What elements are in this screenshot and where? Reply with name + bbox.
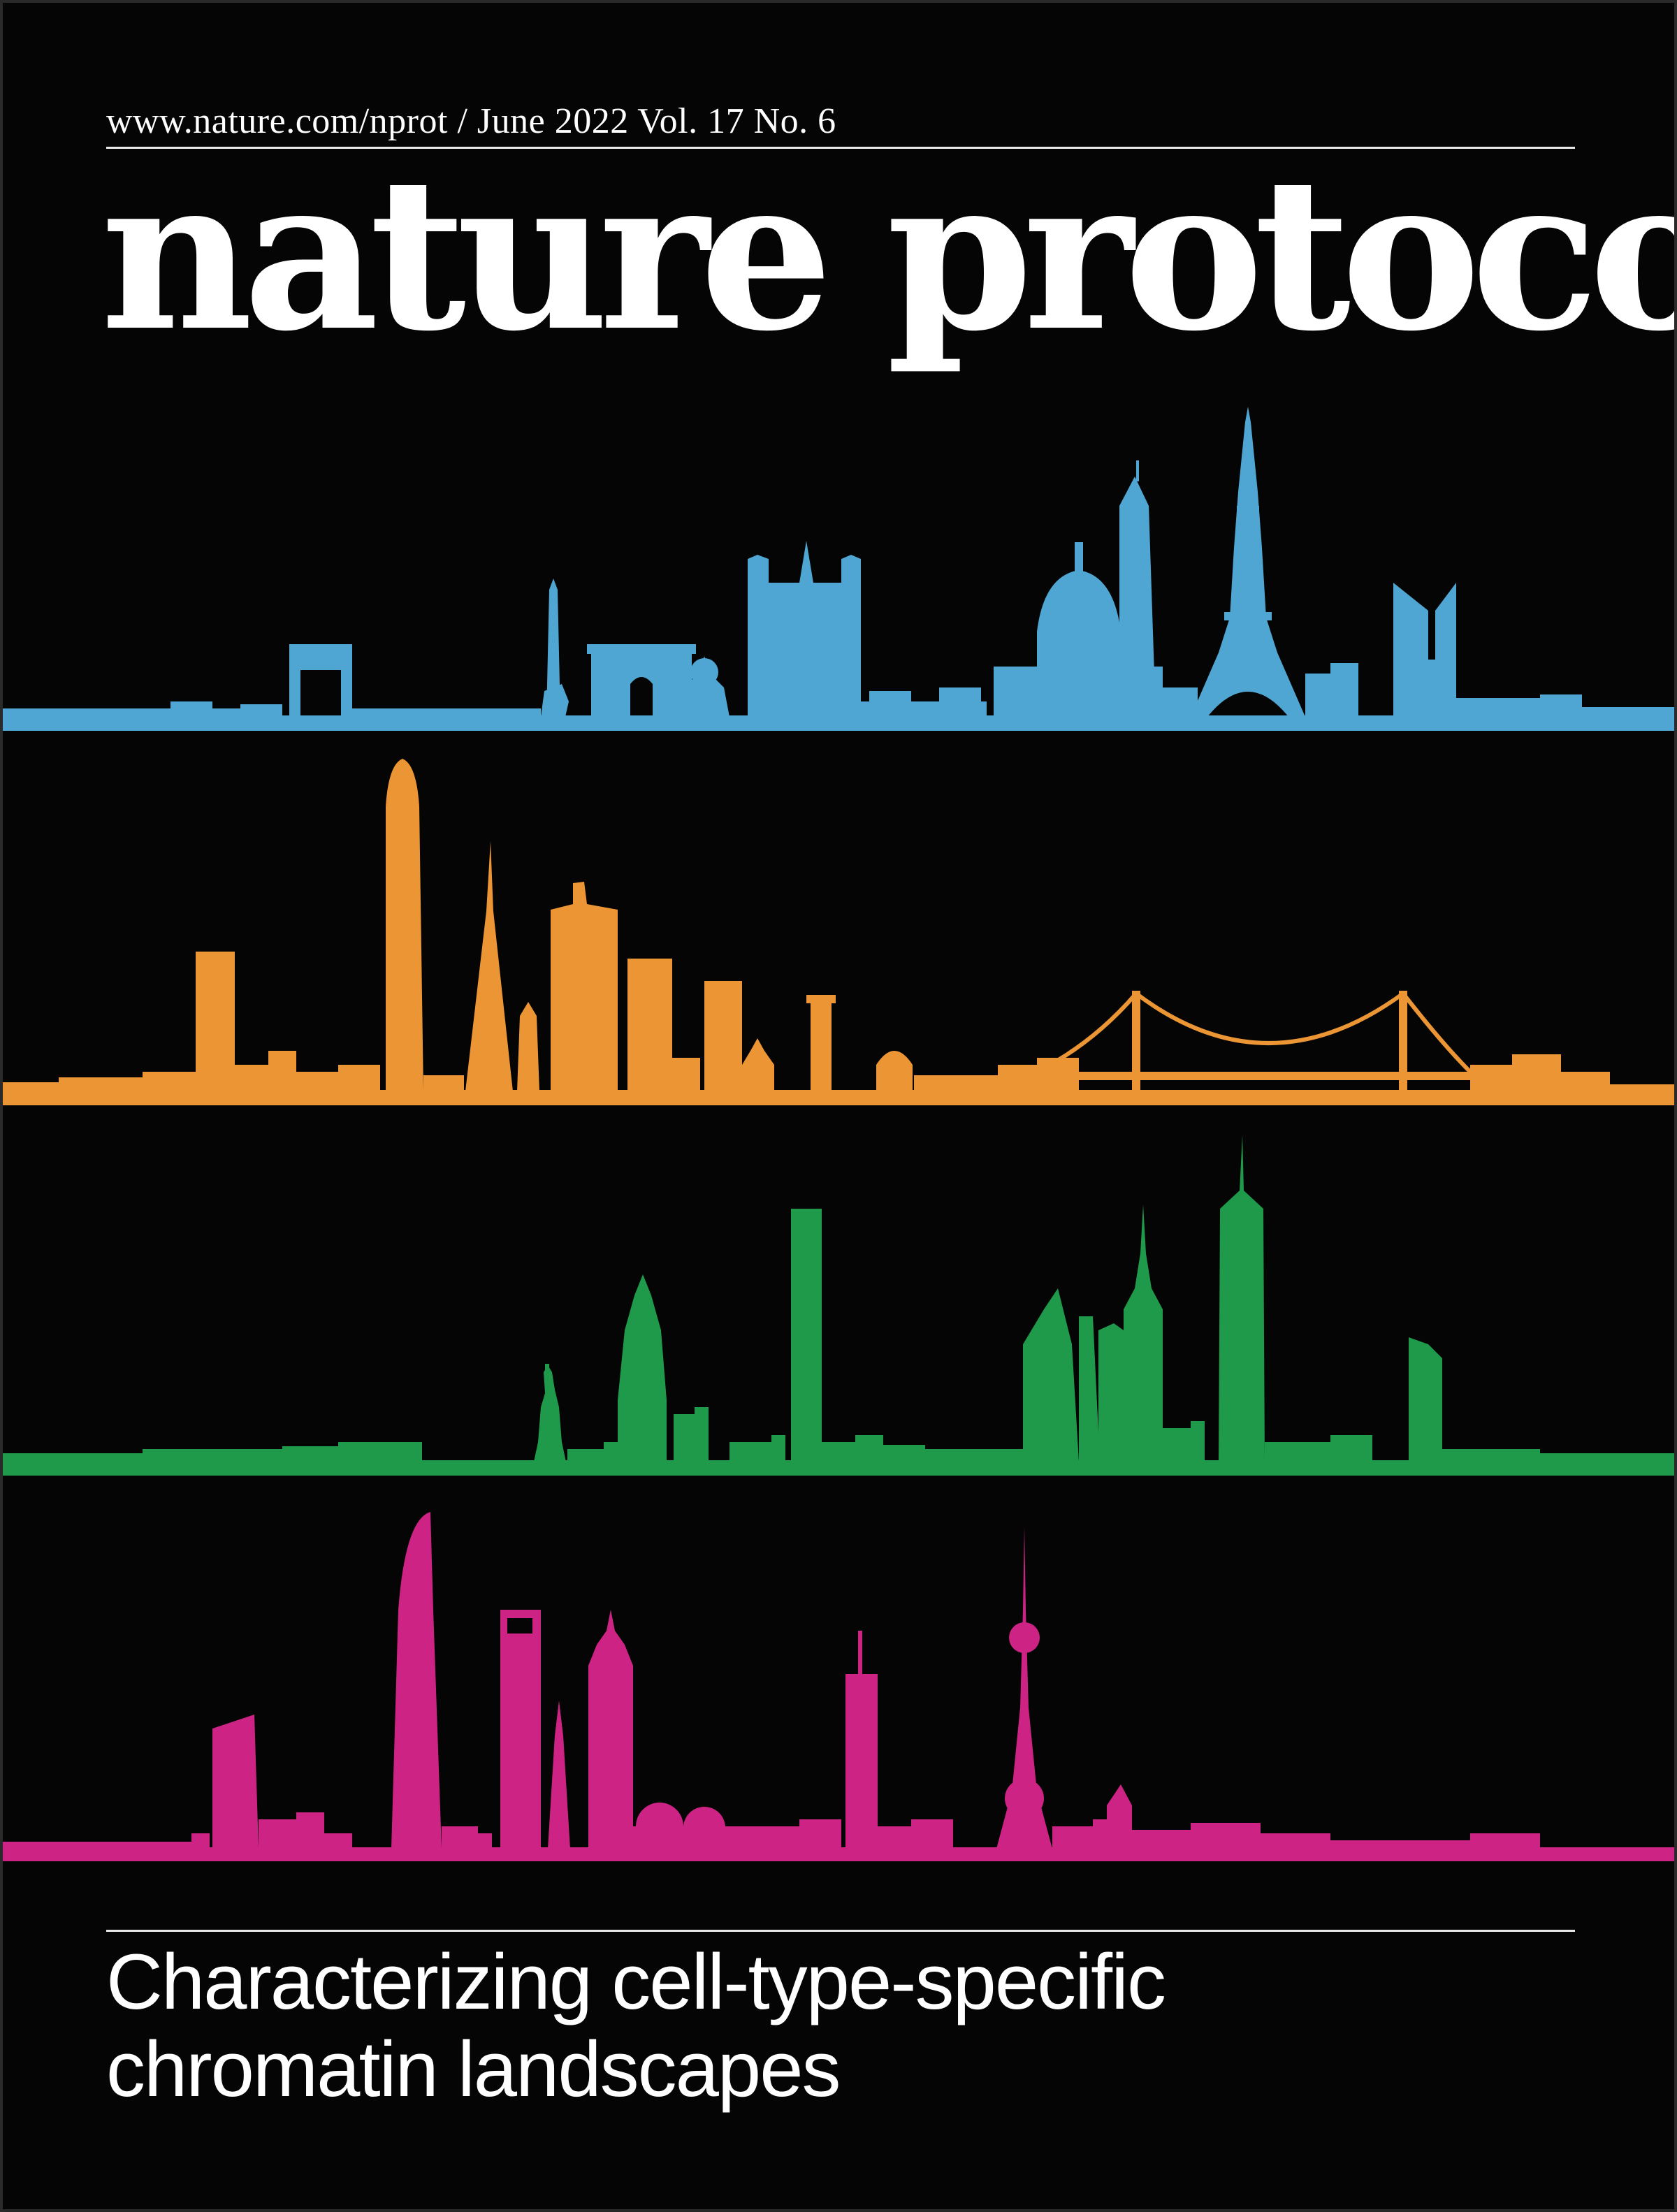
new-york-skyline-icon (3, 1135, 1674, 1476)
top-divider (106, 147, 1575, 149)
headline-line-2: chromatin landscapes (106, 2025, 841, 2113)
issue-line: www.nature.com/nprot / June 2022 Vol. 17… (106, 101, 836, 141)
shanghai-skyline-icon (3, 1512, 1674, 1861)
paris-skyline-icon (3, 407, 1674, 731)
san-francisco-skyline-icon (3, 759, 1674, 1105)
skyline-illustration (3, 407, 1674, 1861)
cover-headline: Characterizing cell-type-specific chroma… (106, 1938, 1166, 2113)
masthead: nature protocols (101, 131, 1674, 377)
bottom-divider (106, 1930, 1575, 1932)
headline-line-1: Characterizing cell-type-specific (106, 1938, 1166, 2025)
